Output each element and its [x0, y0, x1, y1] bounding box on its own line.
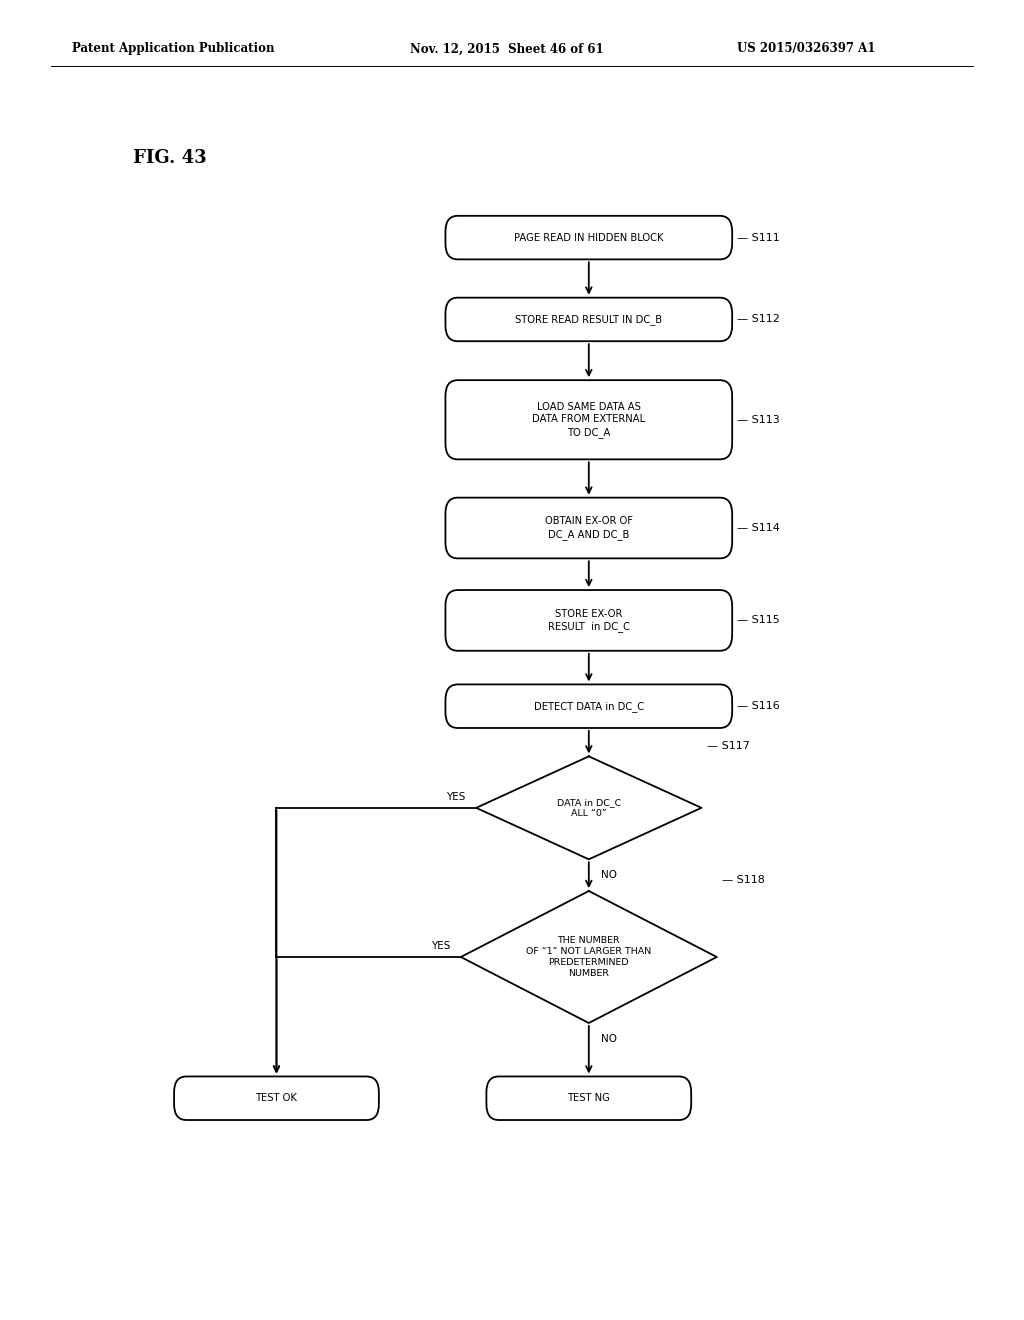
Text: THE NUMBER
OF “1” NOT LARGER THAN
PREDETERMINED
NUMBER: THE NUMBER OF “1” NOT LARGER THAN PREDET…	[526, 936, 651, 978]
Text: TEST OK: TEST OK	[256, 1093, 297, 1104]
Polygon shape	[476, 756, 701, 859]
Text: US 2015/0326397 A1: US 2015/0326397 A1	[737, 42, 876, 55]
FancyBboxPatch shape	[445, 215, 732, 260]
Text: LOAD SAME DATA AS
DATA FROM EXTERNAL
TO DC_A: LOAD SAME DATA AS DATA FROM EXTERNAL TO …	[532, 401, 645, 438]
Text: — S115: — S115	[737, 615, 780, 626]
Text: — S111: — S111	[737, 232, 780, 243]
Text: — S113: — S113	[737, 414, 780, 425]
Text: FIG. 43: FIG. 43	[133, 149, 207, 168]
FancyBboxPatch shape	[445, 498, 732, 558]
Text: — S116: — S116	[737, 701, 780, 711]
Text: TEST NG: TEST NG	[567, 1093, 610, 1104]
Text: NO: NO	[601, 870, 617, 880]
Text: Patent Application Publication: Patent Application Publication	[72, 42, 274, 55]
Text: — S117: — S117	[707, 741, 750, 751]
Text: — S118: — S118	[722, 875, 765, 886]
FancyBboxPatch shape	[445, 684, 732, 729]
Text: YES: YES	[431, 941, 451, 952]
Text: Nov. 12, 2015  Sheet 46 of 61: Nov. 12, 2015 Sheet 46 of 61	[410, 42, 603, 55]
FancyBboxPatch shape	[445, 590, 732, 651]
FancyBboxPatch shape	[445, 380, 732, 459]
Text: — S112: — S112	[737, 314, 780, 325]
Text: NO: NO	[601, 1034, 617, 1044]
Text: DETECT DATA in DC_C: DETECT DATA in DC_C	[534, 701, 644, 711]
Text: PAGE READ IN HIDDEN BLOCK: PAGE READ IN HIDDEN BLOCK	[514, 232, 664, 243]
Text: DATA in DC_C
ALL “0”: DATA in DC_C ALL “0”	[557, 797, 621, 818]
Text: STORE EX-OR
RESULT  in DC_C: STORE EX-OR RESULT in DC_C	[548, 609, 630, 632]
Text: STORE READ RESULT IN DC_B: STORE READ RESULT IN DC_B	[515, 314, 663, 325]
Text: YES: YES	[446, 792, 466, 803]
FancyBboxPatch shape	[174, 1077, 379, 1119]
FancyBboxPatch shape	[445, 297, 732, 341]
FancyBboxPatch shape	[486, 1077, 691, 1119]
Text: OBTAIN EX-OR OF
DC_A AND DC_B: OBTAIN EX-OR OF DC_A AND DC_B	[545, 516, 633, 540]
Text: — S114: — S114	[737, 523, 780, 533]
Polygon shape	[461, 891, 717, 1023]
